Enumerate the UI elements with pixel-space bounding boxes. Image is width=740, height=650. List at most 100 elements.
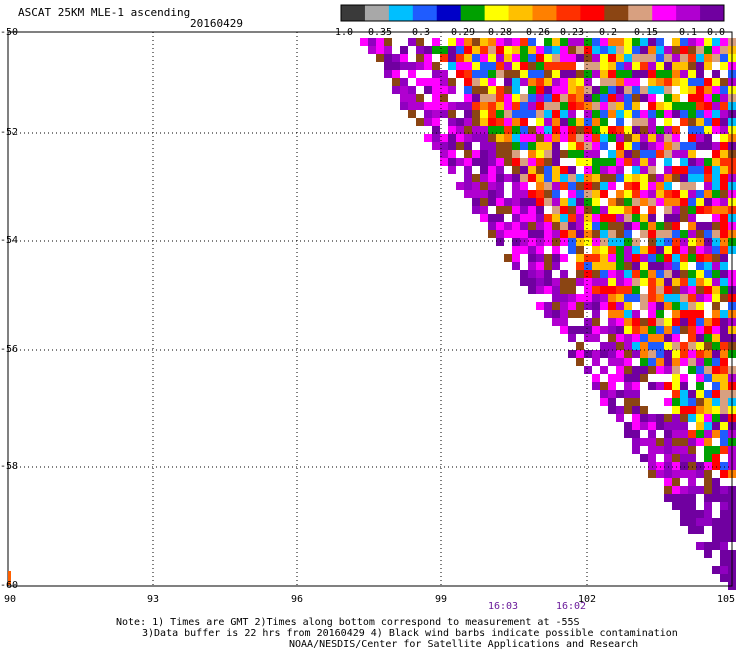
swath-cell xyxy=(592,150,600,158)
swath-cell xyxy=(544,222,552,230)
swath-cell xyxy=(576,62,584,70)
swath-cell xyxy=(688,358,696,366)
swath-cell xyxy=(648,134,656,142)
swath-cell xyxy=(720,222,728,230)
swath-cell xyxy=(376,46,384,54)
swath-cell xyxy=(608,94,616,102)
swath-cell xyxy=(632,414,640,422)
swath-cell xyxy=(472,86,480,94)
swath-cell xyxy=(696,238,704,246)
swath-cell xyxy=(712,238,720,246)
swath-cell xyxy=(360,38,368,46)
swath-cell xyxy=(488,174,496,182)
swath-cell xyxy=(640,190,648,198)
swath-cell xyxy=(568,238,576,246)
swath-cell xyxy=(624,278,632,286)
swath-cell xyxy=(704,350,712,358)
swath-cell xyxy=(656,390,664,398)
swath-cell xyxy=(488,102,496,110)
swath-cell xyxy=(680,246,688,254)
swath-cell xyxy=(656,454,664,462)
swath-cell xyxy=(456,86,464,94)
swath-cell xyxy=(720,214,728,222)
swath-cell xyxy=(704,486,712,494)
swath-cell xyxy=(472,46,480,54)
swath-cell xyxy=(512,214,520,222)
swath-cell xyxy=(632,198,640,206)
swath-cell xyxy=(704,198,712,206)
swath-cell xyxy=(688,230,696,238)
swath-cell xyxy=(632,262,640,270)
swath-cell xyxy=(432,86,440,94)
swath-cell xyxy=(632,342,640,350)
swath-cell xyxy=(424,38,432,46)
swath-cell xyxy=(536,214,544,222)
swath-cell xyxy=(592,230,600,238)
swath-cell xyxy=(512,46,520,54)
swath-cell xyxy=(400,38,408,46)
swath-cell xyxy=(408,62,416,70)
swath-cell xyxy=(640,286,648,294)
swath-cell xyxy=(472,70,480,78)
swath-cell xyxy=(600,206,608,214)
swath-cell xyxy=(704,366,712,374)
swath-cell xyxy=(640,214,648,222)
swath-cell xyxy=(648,166,656,174)
swath-cell xyxy=(704,446,712,454)
swath-cell xyxy=(656,318,664,326)
swath-cell xyxy=(552,270,560,278)
swath-cell xyxy=(560,78,568,86)
swath-cell xyxy=(544,278,552,286)
swath-cell xyxy=(528,238,536,246)
swath-cell xyxy=(560,94,568,102)
swath-cell xyxy=(720,510,728,518)
swath-cell xyxy=(592,382,600,390)
swath-cell xyxy=(520,54,528,62)
swath-cell xyxy=(608,46,616,54)
swath-cell xyxy=(720,198,728,206)
swath-cell xyxy=(392,78,400,86)
swath-cell xyxy=(504,190,512,198)
swath-cell xyxy=(592,366,600,374)
swath-cell xyxy=(704,526,712,534)
swath-cell xyxy=(400,78,408,86)
swath-cell xyxy=(680,358,688,366)
swath-cell xyxy=(616,198,624,206)
colorbar-tick: -1.0 xyxy=(328,27,354,38)
swath-cell xyxy=(664,110,672,118)
swath-cell xyxy=(688,486,696,494)
swath-cell xyxy=(600,78,608,86)
swath-cell xyxy=(608,254,616,262)
swath-cell xyxy=(448,86,456,94)
swath-cell xyxy=(640,222,648,230)
swath-cell xyxy=(600,102,608,110)
swath-cell xyxy=(456,94,464,102)
swath-cell xyxy=(600,46,608,54)
swath-cell xyxy=(472,38,480,46)
swath-cell xyxy=(560,334,568,342)
swath-cell xyxy=(664,470,672,478)
swath-cell xyxy=(696,214,704,222)
swath-cell xyxy=(624,190,632,198)
swath-cell xyxy=(712,462,720,470)
swath-cell xyxy=(576,46,584,54)
swath-cell xyxy=(608,398,616,406)
swath-cell xyxy=(632,182,640,190)
swath-cell xyxy=(688,470,696,478)
swath-cell xyxy=(568,350,576,358)
swath-cell xyxy=(576,206,584,214)
swath-cell xyxy=(624,334,632,342)
swath-cell xyxy=(552,86,560,94)
swath-cell xyxy=(640,454,648,462)
swath-cell xyxy=(464,166,472,174)
swath-cell xyxy=(624,254,632,262)
swath-cell xyxy=(416,102,424,110)
swath-cell xyxy=(488,158,496,166)
swath-cell xyxy=(720,126,728,134)
swath-cell xyxy=(592,158,600,166)
swath-cell xyxy=(688,390,696,398)
swath-cell xyxy=(680,174,688,182)
swath-cell xyxy=(704,358,712,366)
swath-cell xyxy=(680,214,688,222)
swath-cell xyxy=(616,182,624,190)
